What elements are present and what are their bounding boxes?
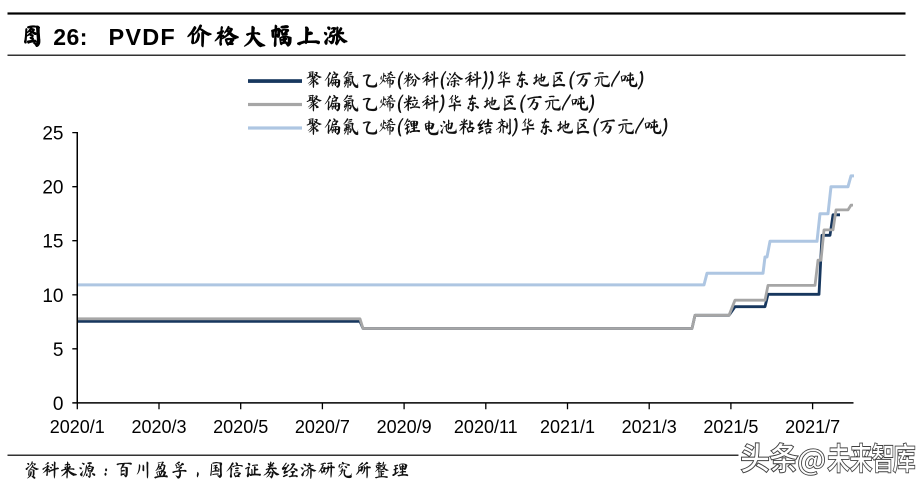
svg-text:2021/3: 2021/3	[622, 417, 677, 437]
svg-text:5: 5	[53, 340, 64, 361]
svg-text:2021/1: 2021/1	[540, 417, 595, 437]
svg-text:2021/7: 2021/7	[785, 417, 840, 437]
svg-text:2020/7: 2020/7	[295, 417, 350, 437]
svg-text:10: 10	[42, 286, 63, 307]
svg-text:25: 25	[42, 124, 63, 145]
svg-text:2020/11: 2020/11	[454, 417, 518, 437]
svg-text:2021/5: 2021/5	[703, 417, 758, 437]
svg-text:2020/1: 2020/1	[50, 417, 105, 437]
svg-text:PVDF: PVDF	[109, 24, 176, 50]
svg-text:2020/9: 2020/9	[377, 417, 432, 437]
svg-text:15: 15	[42, 232, 63, 253]
svg-text:20: 20	[42, 178, 63, 199]
svg-text:0: 0	[53, 394, 64, 415]
svg-text:2020/5: 2020/5	[213, 417, 268, 437]
svg-text:26:: 26:	[53, 24, 88, 50]
svg-text:2020/3: 2020/3	[131, 417, 186, 437]
